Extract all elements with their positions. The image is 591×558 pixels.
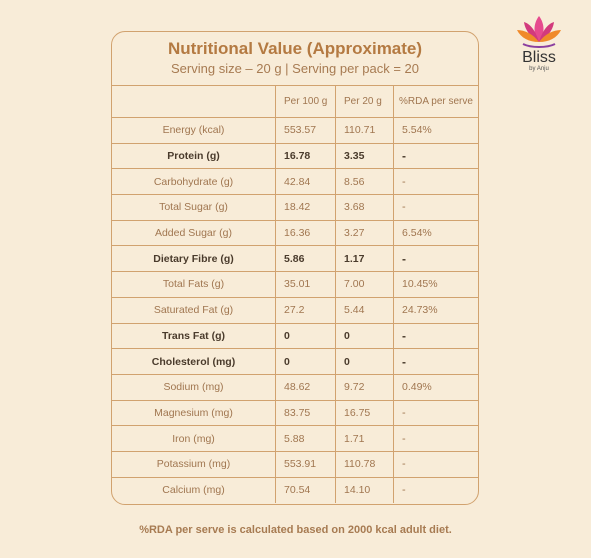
rda-value: - — [394, 195, 478, 221]
value-per-20g: 0 — [336, 323, 394, 350]
serving-info: Serving size – 20 g | Serving per pack =… — [171, 61, 419, 76]
nutrition-grid: Per 100 g Per 20 g %RDA per serve Energy… — [112, 86, 478, 504]
value-per-100g: 553.57 — [276, 118, 336, 144]
rda-value: - — [394, 401, 478, 427]
value-per-100g: 5.86 — [276, 246, 336, 273]
rda-value: 10.45% — [394, 272, 478, 298]
value-per-100g: 0 — [276, 349, 336, 375]
value-per-100g: 35.01 — [276, 272, 336, 298]
nutrient-name: Protein (g) — [112, 143, 276, 170]
table-header: Nutritional Value (Approximate) Serving … — [112, 32, 478, 86]
nutrient-name: Carbohydrate (g) — [112, 169, 276, 196]
column-header-rda: %RDA per serve — [394, 86, 478, 118]
value-per-100g: 70.54 — [276, 477, 336, 504]
nutrient-name: Energy (kcal) — [112, 118, 276, 144]
rda-value: - — [394, 452, 478, 478]
value-per-20g: 110.78 — [336, 451, 394, 478]
rda-value: 0.49% — [394, 375, 478, 401]
value-per-100g: 16.78 — [276, 143, 336, 170]
value-per-100g: 0 — [276, 323, 336, 350]
nutrient-name: Sodium (mg) — [112, 374, 276, 401]
value-per-100g: 18.42 — [276, 195, 336, 221]
value-per-20g: 1.17 — [336, 246, 394, 273]
nutrient-name: Total Fats (g) — [112, 272, 276, 298]
value-per-20g: 3.68 — [336, 195, 394, 221]
nutrient-name: Total Sugar (g) — [112, 195, 276, 221]
rda-value: 6.54% — [394, 221, 478, 247]
rda-value: - — [394, 324, 478, 350]
column-header-per20: Per 20 g — [336, 86, 394, 118]
nutrient-name: Magnesium (mg) — [112, 400, 276, 427]
rda-value: - — [394, 349, 478, 375]
value-per-20g: 3.35 — [336, 143, 394, 170]
value-per-100g: 553.91 — [276, 451, 336, 478]
nutrient-name: Potassium (mg) — [112, 451, 276, 478]
nutrition-table-card: Nutritional Value (Approximate) Serving … — [111, 31, 479, 505]
value-per-100g: 5.88 — [276, 426, 336, 452]
rda-value: - — [394, 169, 478, 196]
column-header-blank — [112, 86, 276, 118]
nutrient-name: Iron (mg) — [112, 426, 276, 452]
value-per-100g: 42.84 — [276, 169, 336, 196]
value-per-20g: 9.72 — [336, 374, 394, 401]
rda-value: 24.73% — [394, 298, 478, 324]
nutrient-name: Cholesterol (mg) — [112, 349, 276, 375]
rda-value: 5.54% — [394, 118, 478, 144]
nutrient-name: Trans Fat (g) — [112, 323, 276, 350]
brand-logo: Bliss by Anju — [511, 50, 567, 73]
value-per-100g: 16.36 — [276, 220, 336, 247]
value-per-20g: 1.71 — [336, 426, 394, 452]
nutrient-name: Saturated Fat (g) — [112, 297, 276, 324]
nutrient-name: Added Sugar (g) — [112, 220, 276, 247]
value-per-100g: 83.75 — [276, 400, 336, 427]
value-per-20g: 0 — [336, 349, 394, 375]
value-per-20g: 14.10 — [336, 477, 394, 504]
value-per-20g: 16.75 — [336, 400, 394, 427]
lotus-icon — [509, 12, 569, 82]
value-per-20g: 8.56 — [336, 169, 394, 196]
rda-value: - — [402, 484, 406, 497]
column-header-per100: Per 100 g — [276, 86, 336, 118]
value-per-20g: 7.00 — [336, 272, 394, 298]
value-per-100g: 48.62 — [276, 374, 336, 401]
value-per-20g: 3.27 — [336, 220, 394, 247]
brand-name: Bliss — [522, 49, 556, 66]
rda-footnote: %RDA per serve is calculated based on 20… — [139, 524, 452, 536]
value-per-20g: 5.44 — [336, 297, 394, 324]
brand-tagline: by Anju — [529, 66, 549, 72]
rda-value: - — [394, 426, 478, 452]
value-per-20g: 110.71 — [336, 118, 394, 144]
value-per-100g: 27.2 — [276, 297, 336, 324]
rda-value: - — [394, 144, 478, 170]
table-title: Nutritional Value (Approximate) — [167, 39, 423, 58]
nutrient-name: Calcium (mg) — [112, 477, 276, 504]
rda-value: - — [394, 246, 478, 273]
nutrient-name: Dietary Fibre (g) — [112, 246, 276, 273]
